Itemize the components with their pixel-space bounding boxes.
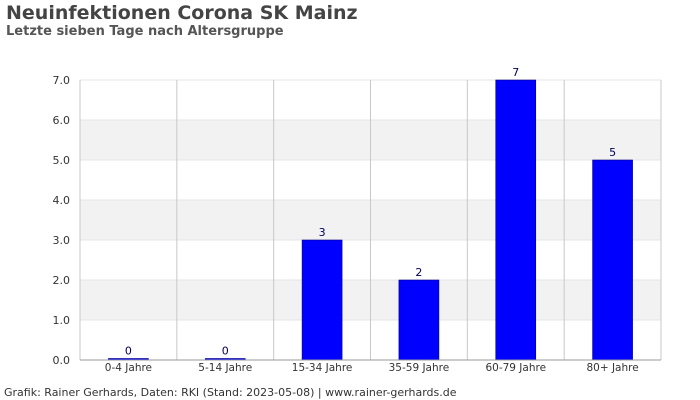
data-label: 0 (222, 345, 229, 358)
data-label: 3 (319, 226, 326, 239)
x-tick-label: 5-14 Jahre (198, 362, 252, 374)
vertical-gridlines (79, 80, 662, 360)
y-tick-label: 5.0 (53, 154, 71, 167)
data-label: 5 (609, 146, 616, 159)
bar-60-79-jahre (495, 79, 537, 361)
y-tick-label: 1.0 (53, 314, 71, 327)
x-tick-label: 80+ Jahre (586, 362, 638, 374)
bar-15-34-jahre (301, 239, 343, 361)
bar-series (108, 79, 633, 361)
bar-80-jahre (592, 159, 633, 361)
source-footer: Grafik: Rainer Gerhards, Daten: RKI (Sta… (4, 386, 457, 399)
y-axis: 0.0 1.0 2.0 3.0 4.0 5.0 6.0 7.0 (53, 74, 71, 367)
data-label: 7 (512, 66, 519, 79)
y-tick-label: 3.0 (53, 234, 71, 247)
x-tick-label: 15-34 Jahre (292, 362, 353, 374)
chart-title: Neuinfektionen Corona SK Mainz (6, 2, 358, 24)
chart-subtitle: Letzte sieben Tage nach Altersgruppe (6, 24, 284, 39)
x-tick-label: 35-59 Jahre (389, 362, 450, 374)
y-tick-label: 2.0 (53, 274, 71, 287)
data-labels: 0 0 3 2 7 5 (125, 66, 616, 358)
data-label: 2 (415, 266, 422, 279)
bar-35-59-jahre (398, 279, 440, 361)
y-tick-label: 4.0 (53, 194, 71, 207)
x-tick-label: 60-79 Jahre (485, 362, 546, 374)
x-axis: 0-4 Jahre 5-14 Jahre 15-34 Jahre 35-59 Jahr… (80, 359, 661, 374)
x-tick-label: 0-4 Jahre (105, 362, 152, 374)
y-tick-label: 7.0 (53, 74, 71, 87)
data-label: 0 (125, 345, 132, 358)
y-tick-label: 6.0 (53, 114, 71, 127)
y-tick-label: 0.0 (53, 354, 71, 367)
